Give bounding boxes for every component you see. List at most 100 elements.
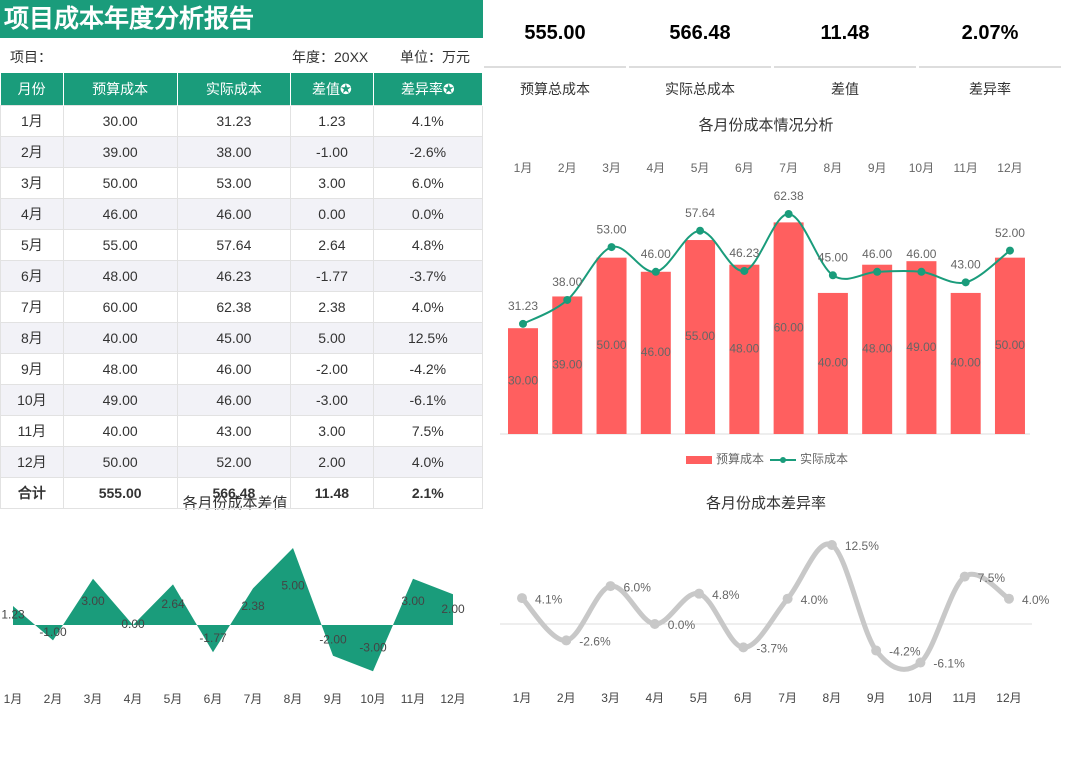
table-cell: 60.00: [62, 291, 178, 323]
bar: [508, 328, 538, 434]
area-label: 5.00: [281, 579, 305, 593]
x-tick-label: 7月: [779, 161, 798, 175]
bar: [685, 240, 716, 434]
line-label: -2.6%: [579, 635, 611, 649]
x-tick-label: 8月: [824, 161, 843, 175]
kpi-card: 11.48 差值: [774, 0, 916, 99]
bar: [729, 264, 760, 434]
x-tick-label: 9月: [324, 692, 343, 706]
bar-label: 50.00: [597, 338, 627, 352]
table-cell: 46.00: [176, 353, 292, 385]
line-label: 46.23: [729, 246, 759, 260]
x-tick-label: 5月: [164, 692, 183, 706]
bar: [817, 292, 848, 434]
table-cell: 46.23: [176, 260, 292, 292]
kpi-label: 差值: [831, 81, 859, 97]
line-label: 45.00: [818, 250, 848, 264]
line-point: [563, 295, 572, 304]
table-cell: 2.38: [290, 291, 374, 323]
legend-label: 预算成本: [716, 451, 764, 466]
kpi-card: 566.48 实际总成本: [629, 0, 771, 99]
table-cell: -6.1%: [372, 384, 484, 416]
line-point: [561, 635, 572, 646]
kpi-card: 2.07% 差异率: [919, 0, 1061, 99]
table-cell: 1.23: [290, 105, 374, 137]
x-tick-label: 12月: [440, 692, 465, 706]
table-cell: 12月: [0, 446, 64, 478]
area-label: 3.00: [401, 594, 425, 608]
line-point: [605, 581, 616, 592]
x-tick-label: 6月: [204, 692, 223, 706]
x-tick-label: 1月: [4, 692, 23, 706]
table-row: 12月 50.00 52.00 2.00 4.0%: [0, 446, 484, 478]
total-cell: 2.1%: [372, 477, 484, 509]
bar: [862, 264, 893, 434]
table-cell: 4.8%: [372, 229, 484, 261]
area: [13, 548, 453, 672]
table-cell: -2.00: [290, 353, 374, 385]
line-point: [915, 657, 926, 668]
table-cell: 38.00: [176, 136, 292, 168]
table-row: 7月 60.00 62.38 2.38 4.0%: [0, 291, 484, 323]
line-point: [1005, 246, 1014, 255]
total-cell: 11.48: [290, 477, 374, 509]
x-tick-label: 8月: [823, 691, 842, 705]
table-cell: 57.64: [176, 229, 292, 261]
table-cell: -3.00: [290, 384, 374, 416]
table-row: 9月 48.00 46.00 -2.00 -4.2%: [0, 353, 484, 385]
area-label: 2.38: [241, 599, 265, 613]
table-cell: -1.00: [290, 136, 374, 168]
x-tick-label: 2月: [557, 691, 576, 705]
line-label: -6.1%: [933, 657, 965, 671]
total-cell: 合计: [0, 477, 64, 509]
table-row: 6月 48.00 46.23 -1.77 -3.7%: [0, 260, 484, 292]
line-point: [871, 645, 882, 656]
table-cell: 46.00: [176, 198, 292, 230]
line-point: [826, 540, 837, 550]
bar: [906, 261, 937, 434]
area-label: -1.00: [39, 625, 67, 639]
line-point: [607, 243, 616, 252]
table-cell: -3.7%: [372, 260, 484, 292]
line-label: 7.5%: [978, 571, 1006, 585]
bar-label: 39.00: [552, 357, 582, 371]
table-cell: 30.00: [62, 105, 178, 137]
table-row: 11月 40.00 43.00 3.00 7.5%: [0, 415, 484, 447]
x-tick-label: 6月: [735, 161, 754, 175]
area-label: -2.00: [319, 633, 347, 647]
table-cell: 10月: [0, 384, 64, 416]
bar-label: 40.00: [818, 356, 848, 370]
table-row: 10月 49.00 46.00 -3.00 -6.1%: [0, 384, 484, 416]
x-tick-label: 10月: [360, 692, 385, 706]
project-label: 项目：: [10, 49, 52, 65]
kpi-label: 差异率: [969, 81, 1011, 97]
table-cell: 46.00: [176, 384, 292, 416]
table-cell: 11月: [0, 415, 64, 447]
table-row: 8月 40.00 45.00 5.00 12.5%: [0, 322, 484, 354]
x-tick-label: 10月: [908, 691, 933, 705]
kpi-value: 566.48: [629, 0, 771, 68]
area-label: 2.64: [161, 597, 185, 611]
x-tick-label: 1月: [514, 161, 533, 175]
line-point: [694, 588, 705, 599]
x-tick-label: 7月: [778, 691, 797, 705]
total-cell: 555.00: [62, 477, 178, 509]
x-tick-label: 7月: [244, 692, 263, 706]
table-cell: 8月: [0, 322, 64, 354]
table-cell: 40.00: [62, 415, 178, 447]
bar-label: 48.00: [729, 342, 759, 356]
x-tick-label: 3月: [602, 161, 621, 175]
line-point: [828, 271, 837, 280]
line-point: [649, 619, 660, 629]
bar-label: 40.00: [951, 356, 981, 370]
kpi-value: 2.07%: [919, 0, 1061, 68]
table-cell: 4月: [0, 198, 64, 230]
table-cell: 6月: [0, 260, 64, 292]
line-label: 31.23: [508, 299, 538, 313]
table-cell: 3.00: [290, 415, 374, 447]
legend-swatch: [780, 457, 786, 463]
chart-title: 各月份成本差异率: [706, 495, 826, 512]
bar: [773, 222, 804, 434]
line-label: 46.00: [641, 247, 671, 261]
kpi-label: 实际总成本: [665, 81, 735, 97]
